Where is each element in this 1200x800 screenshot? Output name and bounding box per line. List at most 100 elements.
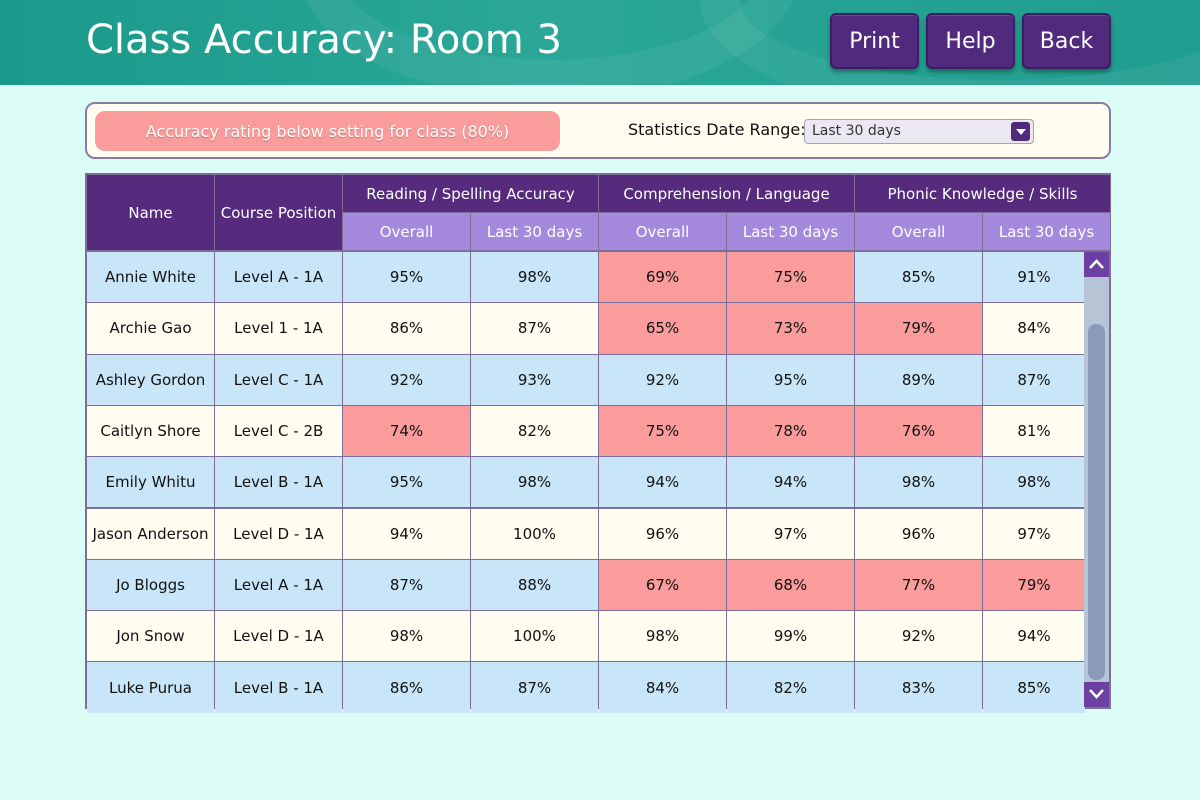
accuracy-value-cell: 85% [855, 252, 982, 303]
course-position-cell: Level A - 1A [215, 559, 342, 611]
scroll-thumb[interactable] [1088, 324, 1105, 680]
accuracy-value-cell: 91% [983, 252, 1085, 303]
accuracy-value-cell: 77% [855, 559, 982, 611]
accuracy-value-cell: 98% [471, 252, 598, 303]
scroll-down-button[interactable] [1084, 682, 1109, 707]
accuracy-value-cell: 98% [855, 457, 982, 508]
column-header-overall[interactable]: Overall [855, 213, 982, 250]
accuracy-value-cell: 76% [855, 405, 982, 457]
student-name-cell[interactable]: Emily Whitu [87, 457, 214, 508]
student-name-cell[interactable]: Annie White [87, 252, 214, 303]
accuracy-value-cell: 82% [727, 662, 854, 713]
accuracy-value-cell: 95% [727, 354, 854, 405]
accuracy-value-cell: 92% [599, 354, 726, 405]
accuracy-value-cell: 100% [471, 611, 598, 662]
accuracy-value-cell: 85% [983, 662, 1085, 713]
back-button[interactable]: Back [1022, 13, 1111, 69]
student-name-cell[interactable]: Jo Bloggs [87, 559, 214, 611]
column-group-reading-spelling: Reading / Spelling Accuracy [343, 175, 598, 212]
accuracy-value-cell: 86% [343, 662, 470, 713]
accuracy-value-cell: 87% [983, 354, 1085, 405]
course-position-cell: Level D - 1A [215, 611, 342, 662]
accuracy-value-cell: 84% [983, 303, 1085, 354]
column-header-name[interactable]: Name [87, 175, 214, 250]
accuracy-value-cell: 94% [343, 508, 470, 559]
accuracy-value-cell: 97% [983, 508, 1085, 559]
student-name-cell[interactable]: Caitlyn Shore [87, 405, 214, 457]
accuracy-value-cell: 87% [471, 662, 598, 713]
accuracy-value-cell: 96% [599, 508, 726, 559]
accuracy-value-cell: 98% [983, 457, 1085, 508]
accuracy-value-cell: 82% [471, 405, 598, 457]
accuracy-value-cell: 98% [599, 611, 726, 662]
course-position-cell: Level B - 1A [215, 662, 342, 713]
student-name-cell[interactable]: Archie Gao [87, 303, 214, 354]
column-group-phonic-knowledge: Phonic Knowledge / Skills [855, 175, 1110, 212]
accuracy-value-cell: 87% [343, 559, 470, 611]
accuracy-value-cell: 79% [855, 303, 982, 354]
chevron-up-icon [1089, 259, 1104, 269]
accuracy-value-cell: 68% [727, 559, 854, 611]
accuracy-value-cell: 87% [471, 303, 598, 354]
column-header-overall[interactable]: Overall [343, 213, 470, 250]
course-position-cell: Level C - 1A [215, 354, 342, 405]
column-header-overall[interactable]: Overall [599, 213, 726, 250]
dropdown-arrow-icon[interactable] [1011, 122, 1030, 141]
accuracy-value-cell: 99% [727, 611, 854, 662]
accuracy-value-cell: 92% [855, 611, 982, 662]
header-bar: Class Accuracy: Room 3 Print Help Back [0, 0, 1200, 85]
accuracy-table: Name Course Position Reading / Spelling Ac… [85, 173, 1111, 713]
accuracy-value-cell: 98% [471, 457, 598, 508]
column-header-last-30-days[interactable]: Last 30 days [471, 213, 598, 250]
accuracy-value-cell: 88% [471, 559, 598, 611]
accuracy-value-cell: 98% [343, 611, 470, 662]
column-header-last-30-days[interactable]: Last 30 days [983, 213, 1110, 250]
accuracy-value-cell: 75% [599, 405, 726, 457]
course-position-cell: Level C - 2B [215, 405, 342, 457]
controls-panel: Accuracy rating below setting for class … [85, 102, 1111, 159]
accuracy-value-cell: 83% [855, 662, 982, 713]
accuracy-value-cell: 86% [343, 303, 470, 354]
accuracy-value-cell: 94% [727, 457, 854, 508]
student-name-cell[interactable]: Ashley Gordon [87, 354, 214, 405]
chevron-down-icon [1089, 689, 1104, 699]
date-range-select[interactable]: Last 30 days [804, 119, 1034, 144]
student-name-cell[interactable]: Jon Snow [87, 611, 214, 662]
course-position-cell: Level D - 1A [215, 508, 342, 559]
accuracy-value-cell: 97% [727, 508, 854, 559]
course-position-cell: Level A - 1A [215, 252, 342, 303]
column-header-course-position[interactable]: Course Position [215, 175, 342, 250]
accuracy-value-cell: 100% [471, 508, 598, 559]
accuracy-value-cell: 93% [471, 354, 598, 405]
student-name-cell[interactable]: Jason Anderson [87, 508, 214, 559]
accuracy-value-cell: 74% [343, 405, 470, 457]
accuracy-value-cell: 94% [599, 457, 726, 508]
accuracy-value-cell: 89% [855, 354, 982, 405]
course-position-cell: Level 1 - 1A [215, 303, 342, 354]
accuracy-value-cell: 95% [343, 252, 470, 303]
column-header-last-30-days[interactable]: Last 30 days [727, 213, 854, 250]
accuracy-value-cell: 79% [983, 559, 1085, 611]
student-name-cell[interactable]: Luke Purua [87, 662, 214, 713]
accuracy-value-cell: 84% [599, 662, 726, 713]
accuracy-value-cell: 65% [599, 303, 726, 354]
accuracy-value-cell: 78% [727, 405, 854, 457]
accuracy-value-cell: 94% [983, 611, 1085, 662]
course-position-cell: Level B - 1A [215, 457, 342, 508]
accuracy-value-cell: 75% [727, 252, 854, 303]
accuracy-value-cell: 92% [343, 354, 470, 405]
date-range-value: Last 30 days [812, 123, 901, 139]
scroll-up-button[interactable] [1084, 252, 1109, 277]
print-button[interactable]: Print [830, 13, 919, 69]
page-title: Class Accuracy: Room 3 [86, 17, 562, 63]
help-button[interactable]: Help [926, 13, 1015, 69]
accuracy-value-cell: 67% [599, 559, 726, 611]
accuracy-value-cell: 69% [599, 252, 726, 303]
accuracy-value-cell: 81% [983, 405, 1085, 457]
table-scrollbar[interactable] [1084, 252, 1109, 707]
date-range-label: Statistics Date Range: [628, 120, 806, 139]
accuracy-value-cell: 96% [855, 508, 982, 559]
accuracy-value-cell: 95% [343, 457, 470, 508]
column-group-comprehension-language: Comprehension / Language [599, 175, 854, 212]
accuracy-value-cell: 73% [727, 303, 854, 354]
